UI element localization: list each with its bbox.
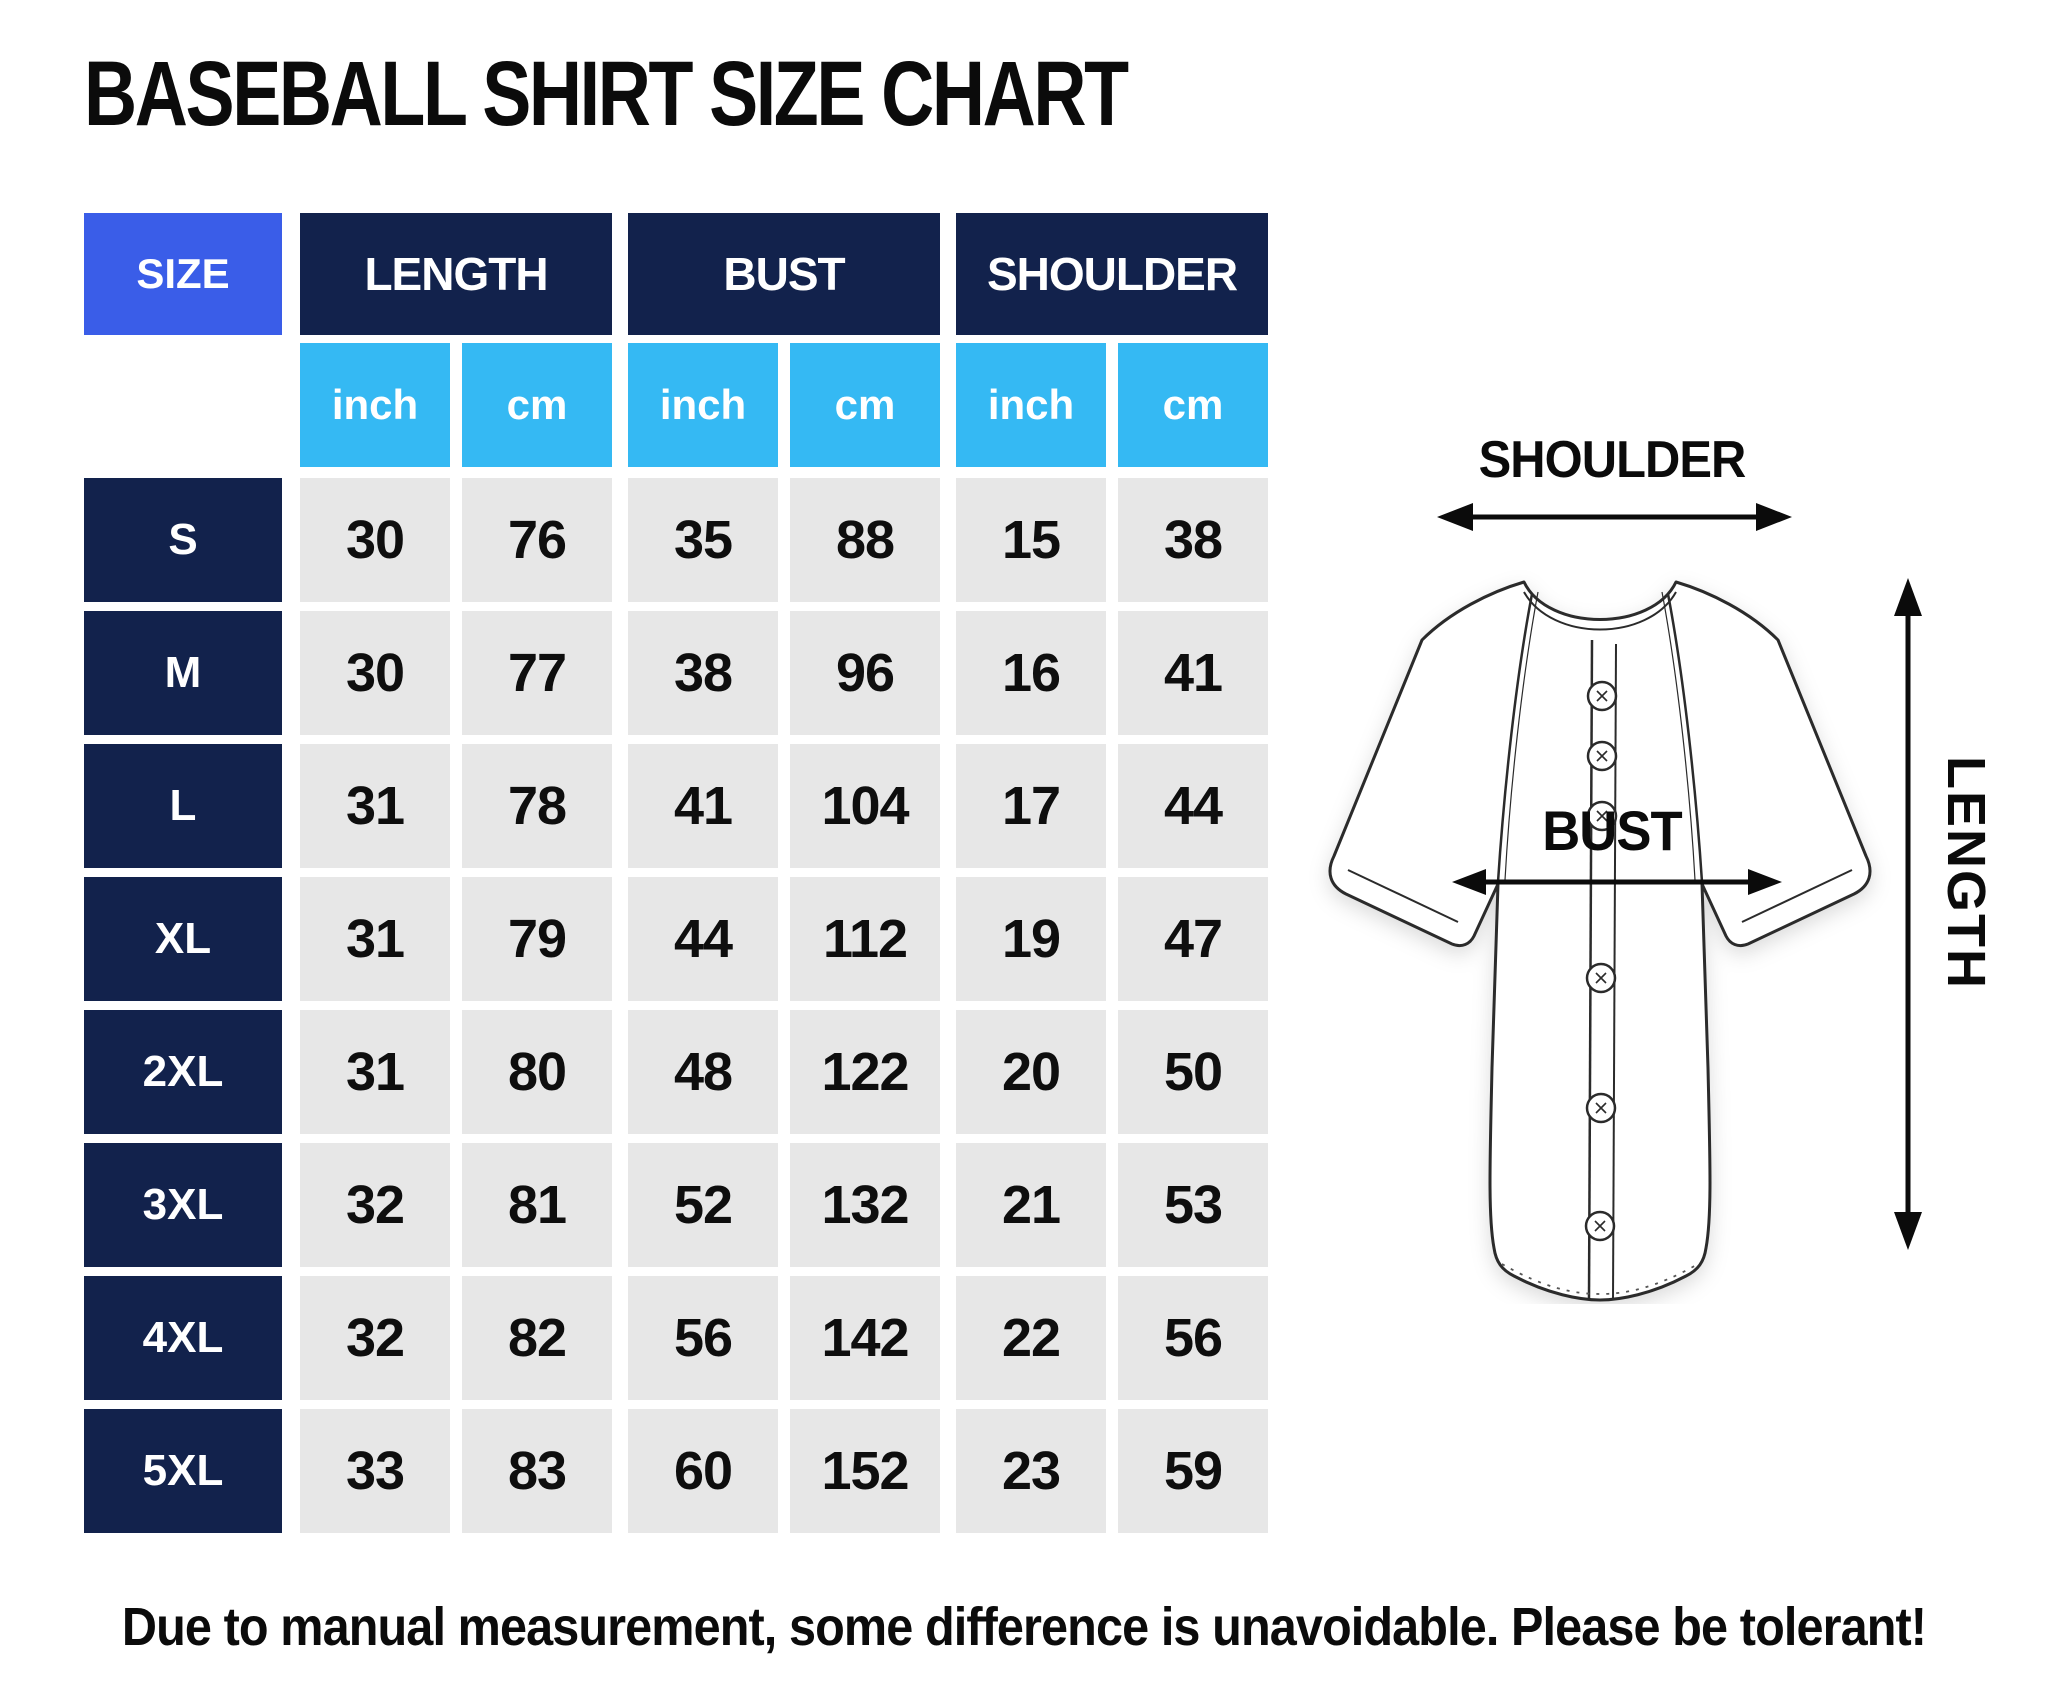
measurement-cell: 88: [790, 478, 940, 602]
measurement-cell: 59: [1118, 1409, 1268, 1533]
table-units-row: inch cm inch cm inch cm: [84, 343, 1268, 467]
measurement-cell: 41: [1118, 611, 1268, 735]
size-label-cell: L: [84, 744, 282, 868]
measurement-cell: 31: [300, 877, 450, 1001]
measurement-cell: 38: [628, 611, 778, 735]
baseball-jersey-illustration: [1328, 580, 1872, 1302]
measurement-cell: 80: [462, 1010, 612, 1134]
measurement-cell: 79: [462, 877, 612, 1001]
measurement-cell: 78: [462, 744, 612, 868]
size-label-cell: 4XL: [84, 1276, 282, 1400]
table-row: S 30 76 35 88 15 38: [84, 478, 1268, 602]
size-label-cell: 3XL: [84, 1143, 282, 1267]
measurement-cell: 35: [628, 478, 778, 602]
units-row-spacer: [84, 343, 282, 467]
measurement-cell: 82: [462, 1276, 612, 1400]
measurement-cell: 31: [300, 744, 450, 868]
measurement-cell: 16: [956, 611, 1106, 735]
measurement-cell: 33: [300, 1409, 450, 1533]
measurement-cell: 47: [1118, 877, 1268, 1001]
length-column-header: LENGTH: [300, 213, 612, 335]
footer-note: Due to manual measurement, some differen…: [121, 1597, 1927, 1657]
measurement-cell: 38: [1118, 478, 1268, 602]
shoulder-measure-label: SHOULDER: [1478, 431, 1747, 489]
measurement-cell: 83: [462, 1409, 612, 1533]
measurement-cell: 44: [1118, 744, 1268, 868]
page-title: BASEBALL SHIRT SIZE CHART: [84, 43, 1129, 145]
shoulder-arrow-icon: [1437, 503, 1792, 531]
table-row: XL 31 79 44 112 19 47: [84, 877, 1268, 1001]
size-column-header: SIZE: [84, 213, 282, 335]
shoulder-cm-header: cm: [1118, 343, 1268, 467]
measurement-cell: 76: [462, 478, 612, 602]
size-label-cell: S: [84, 478, 282, 602]
table-row: 2XL 31 80 48 122 20 50: [84, 1010, 1268, 1134]
measurement-cell: 53: [1118, 1143, 1268, 1267]
measurement-cell: 21: [956, 1143, 1106, 1267]
measurement-cell: 104: [790, 744, 940, 868]
table-row: 4XL 32 82 56 142 22 56: [84, 1276, 1268, 1400]
table-row: L 31 78 41 104 17 44: [84, 744, 1268, 868]
measurement-cell: 56: [628, 1276, 778, 1400]
measurement-cell: 41: [628, 744, 778, 868]
measurement-cell: 19: [956, 877, 1106, 1001]
measurement-cell: 96: [790, 611, 940, 735]
size-label-cell: XL: [84, 877, 282, 1001]
measurement-cell: 50: [1118, 1010, 1268, 1134]
measurement-cell: 52: [628, 1143, 778, 1267]
length-measure-label: LENGTH: [1936, 756, 1996, 990]
measurement-cell: 77: [462, 611, 612, 735]
measurement-cell: 60: [628, 1409, 778, 1533]
bust-column-header: BUST: [628, 213, 940, 335]
table-row: M 30 77 38 96 16 41: [84, 611, 1268, 735]
measurement-cell: 44: [628, 877, 778, 1001]
table-row: 5XL 33 83 60 152 23 59: [84, 1409, 1268, 1533]
jersey-buttons: [1584, 680, 1618, 1242]
measurement-cell: 48: [628, 1010, 778, 1134]
measurement-cell: 132: [790, 1143, 940, 1267]
measurement-cell: 30: [300, 611, 450, 735]
table-rows: S 30 76 35 88 15 38 M 30 77 38 96 16 41 L 31 78 41 104 17 44…: [84, 478, 1268, 1533]
measurement-cell: 122: [790, 1010, 940, 1134]
measurement-cell: 142: [790, 1276, 940, 1400]
measurement-cell: 15: [956, 478, 1106, 602]
measurement-cell: 22: [956, 1276, 1106, 1400]
size-label-cell: 5XL: [84, 1409, 282, 1533]
length-arrow-icon: [1894, 578, 1922, 1250]
bust-measure-label: BUST: [1542, 799, 1682, 862]
measurement-cell: 23: [956, 1409, 1106, 1533]
measurement-cell: 31: [300, 1010, 450, 1134]
measurement-cell: 20: [956, 1010, 1106, 1134]
measurement-cell: 17: [956, 744, 1106, 868]
size-label-cell: M: [84, 611, 282, 735]
measurement-cell: 32: [300, 1143, 450, 1267]
measurement-cell: 32: [300, 1276, 450, 1400]
table-row: 3XL 32 81 52 132 21 53: [84, 1143, 1268, 1267]
shoulder-inch-header: inch: [956, 343, 1106, 467]
measurement-cell: 30: [300, 478, 450, 602]
bust-cm-header: cm: [790, 343, 940, 467]
length-cm-header: cm: [462, 343, 612, 467]
size-label-cell: 2XL: [84, 1010, 282, 1134]
measurement-cell: 152: [790, 1409, 940, 1533]
measurement-cell: 112: [790, 877, 940, 1001]
shoulder-column-header: SHOULDER: [956, 213, 1268, 335]
measurement-cell: 81: [462, 1143, 612, 1267]
bust-inch-header: inch: [628, 343, 778, 467]
bust-arrow-icon: [1452, 869, 1782, 895]
size-chart-table: SIZE LENGTH BUST SHOULDER inch cm inch c…: [84, 213, 1268, 1542]
length-inch-header: inch: [300, 343, 450, 467]
table-header-row: SIZE LENGTH BUST SHOULDER: [84, 213, 1268, 335]
measurement-cell: 56: [1118, 1276, 1268, 1400]
